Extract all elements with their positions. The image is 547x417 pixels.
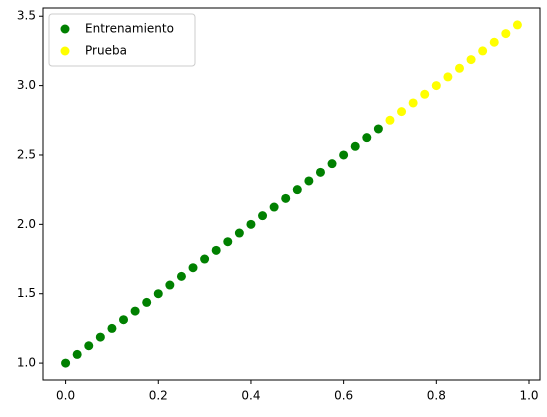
- x-tick-label: 0.8: [427, 389, 446, 403]
- point: [281, 193, 291, 203]
- legend-marker: [60, 46, 70, 56]
- point: [385, 115, 395, 125]
- x-tick-label: 1.0: [519, 389, 538, 403]
- point: [339, 150, 349, 160]
- point: [119, 315, 129, 325]
- point: [107, 323, 117, 333]
- point: [292, 185, 302, 195]
- x-tick-label: 0.6: [334, 389, 353, 403]
- y-tick-label: 1.5: [17, 286, 36, 300]
- x-tick-label: 0.0: [56, 389, 75, 403]
- point: [72, 349, 82, 359]
- point: [234, 228, 244, 238]
- point: [61, 358, 71, 368]
- point: [420, 89, 430, 99]
- point: [176, 271, 186, 281]
- point: [95, 332, 105, 342]
- y-tick-label: 1.0: [17, 356, 36, 370]
- point: [350, 141, 360, 151]
- point: [512, 20, 522, 30]
- point: [489, 37, 499, 47]
- legend-label: Entrenamiento: [85, 22, 174, 36]
- point: [211, 245, 221, 255]
- point: [443, 72, 453, 82]
- y-tick-label: 3.0: [17, 78, 36, 92]
- point: [304, 176, 314, 186]
- point: [84, 341, 94, 351]
- point: [397, 107, 407, 117]
- y-tick-label: 2.5: [17, 147, 36, 161]
- point: [200, 254, 210, 264]
- point: [454, 63, 464, 73]
- plot-frame: [42, 7, 541, 381]
- y-tick-label: 3.5: [17, 9, 36, 23]
- point: [130, 306, 140, 316]
- point: [315, 167, 325, 177]
- point: [478, 46, 488, 56]
- y-tick-label: 2.0: [17, 217, 36, 231]
- point: [223, 237, 233, 247]
- legend-label: Prueba: [85, 44, 127, 58]
- x-tick-label: 0.4: [241, 389, 260, 403]
- legend-marker: [60, 24, 70, 34]
- x-tick-label: 0.2: [149, 389, 168, 403]
- point: [373, 124, 383, 134]
- point: [142, 297, 152, 307]
- point: [466, 55, 476, 65]
- point: [269, 202, 279, 212]
- point: [327, 159, 337, 169]
- legend-box: [48, 13, 196, 67]
- point: [188, 263, 198, 273]
- point: [246, 219, 256, 229]
- point: [258, 211, 268, 221]
- point: [362, 133, 372, 143]
- point: [501, 29, 511, 39]
- point: [153, 289, 163, 299]
- point: [408, 98, 418, 108]
- point: [431, 81, 441, 91]
- point: [165, 280, 175, 290]
